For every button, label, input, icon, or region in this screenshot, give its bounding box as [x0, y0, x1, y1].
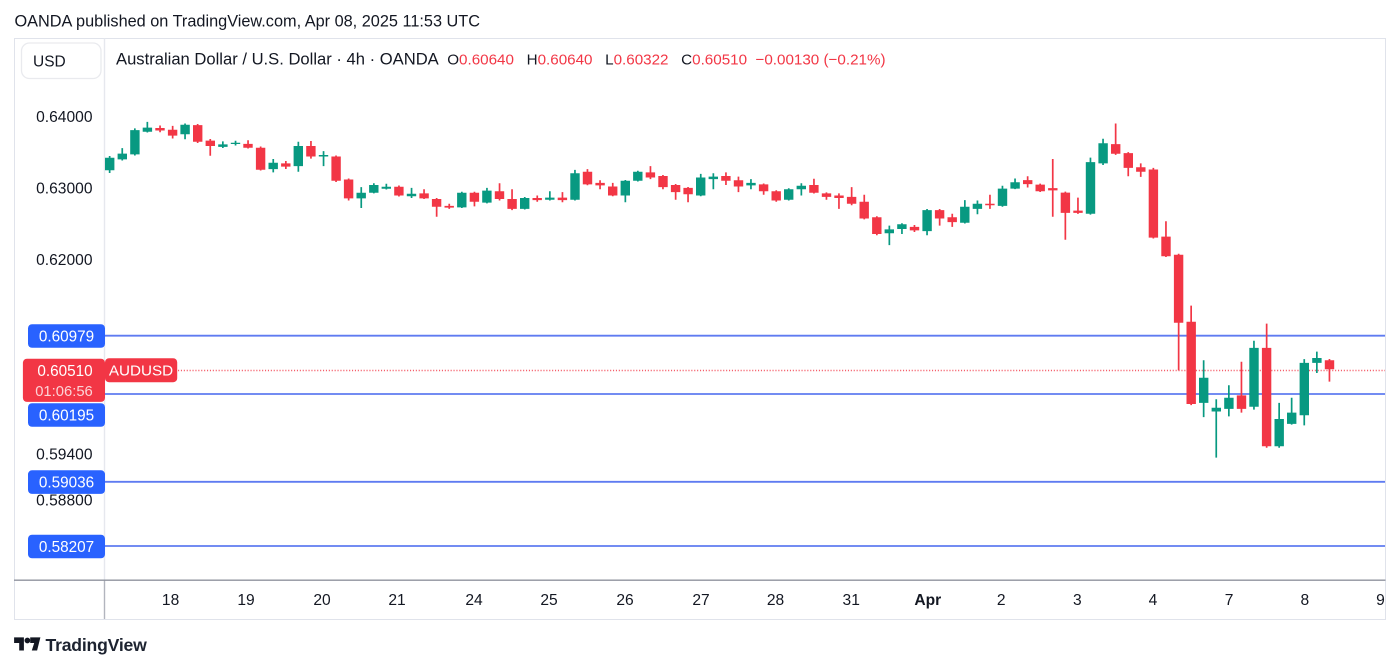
- svg-text:0.59400: 0.59400: [36, 447, 93, 464]
- svg-text:2: 2: [997, 592, 1006, 609]
- svg-text:0.63000: 0.63000: [36, 181, 93, 198]
- svg-text:3: 3: [1073, 592, 1082, 609]
- svg-text:0.60979: 0.60979: [39, 329, 94, 346]
- svg-text:TradingView: TradingView: [46, 635, 148, 655]
- svg-text:0.58207: 0.58207: [39, 539, 94, 556]
- svg-text:USD: USD: [33, 54, 66, 71]
- svg-text:0.59036: 0.59036: [39, 475, 94, 492]
- svg-text:Australian Dollar / U.S. Dolla: Australian Dollar / U.S. Dollar · 4h · O…: [116, 50, 886, 69]
- svg-text:0.60195: 0.60195: [39, 407, 94, 424]
- svg-text:26: 26: [616, 592, 633, 609]
- svg-text:Apr: Apr: [914, 592, 941, 609]
- svg-text:27: 27: [692, 592, 709, 609]
- svg-text:20: 20: [313, 592, 331, 609]
- svg-text:01:06:56: 01:06:56: [35, 384, 93, 400]
- svg-text:21: 21: [388, 592, 405, 609]
- svg-text:0.58800: 0.58800: [36, 493, 93, 510]
- svg-text:0.64000: 0.64000: [36, 109, 93, 126]
- svg-text:31: 31: [843, 592, 860, 609]
- svg-text:28: 28: [767, 592, 784, 609]
- svg-text:8: 8: [1300, 592, 1309, 609]
- svg-text:19: 19: [237, 592, 254, 609]
- svg-text:AUDUSD: AUDUSD: [109, 363, 173, 380]
- svg-text:7: 7: [1225, 592, 1234, 609]
- svg-text:OANDA published on TradingView: OANDA published on TradingView.com, Apr …: [15, 12, 481, 30]
- svg-text:24: 24: [465, 592, 483, 609]
- svg-text:25: 25: [540, 592, 558, 609]
- svg-text:0.62000: 0.62000: [36, 252, 93, 269]
- svg-text:0.60510: 0.60510: [37, 363, 92, 380]
- svg-text:9: 9: [1376, 592, 1385, 609]
- svg-text:4: 4: [1149, 592, 1158, 609]
- svg-text:18: 18: [162, 592, 179, 609]
